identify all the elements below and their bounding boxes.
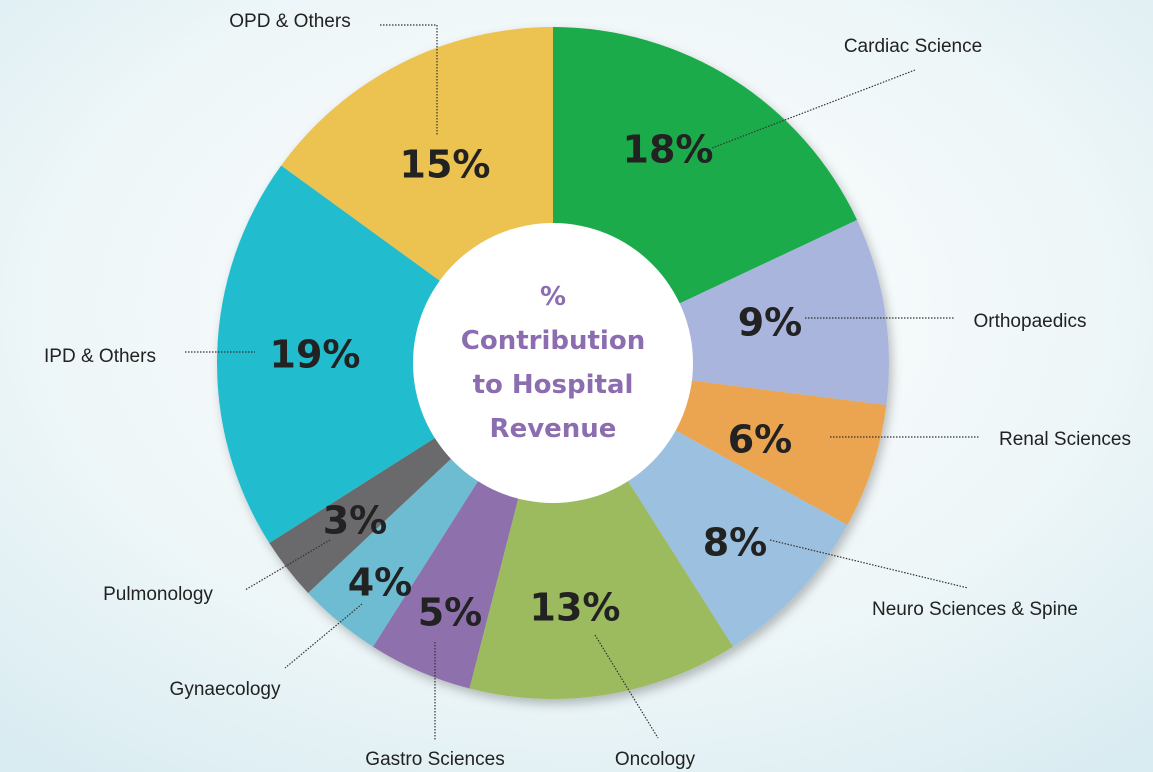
- category-label: OPD & Others: [229, 11, 350, 32]
- leader-line: [244, 539, 331, 591]
- category-label: Neuro Sciences & Spine: [872, 599, 1078, 620]
- leader-line: [769, 539, 969, 589]
- value-label: 3%: [323, 499, 388, 543]
- slice: [673, 380, 887, 525]
- leader-line: [594, 634, 659, 739]
- category-label: Cardiac Science: [844, 36, 982, 57]
- value-label: 15%: [400, 143, 491, 187]
- center-title: % Contribution to Hospital Revenue: [461, 282, 645, 444]
- category-label: Pulmonology: [103, 584, 213, 605]
- donut: [217, 27, 889, 699]
- slice: [677, 219, 889, 406]
- value-label: 9%: [738, 301, 803, 345]
- value-label: 4%: [348, 561, 413, 605]
- slice: [308, 457, 480, 647]
- slice: [372, 479, 519, 689]
- category-label: Gastro Sciences: [365, 749, 504, 770]
- value-label: 19%: [270, 333, 361, 377]
- slice: [626, 429, 848, 647]
- value-label: 8%: [703, 521, 768, 565]
- slice: [269, 436, 453, 594]
- leader-line: [380, 24, 438, 135]
- category-label: IPD & Others: [44, 346, 156, 367]
- leader-line: [711, 69, 916, 149]
- category-label: Orthopaedics: [973, 311, 1086, 332]
- category-label: Gynaecology: [170, 679, 281, 700]
- category-label: Renal Sciences: [999, 429, 1131, 450]
- value-label: 5%: [418, 591, 483, 635]
- category-label: Oncology: [615, 749, 696, 770]
- value-label: 13%: [530, 586, 621, 630]
- slice: [217, 165, 442, 544]
- donut-hole: [413, 223, 693, 503]
- value-label: 6%: [728, 418, 793, 462]
- value-label: 18%: [623, 128, 714, 172]
- slice: [281, 27, 553, 282]
- slice: [469, 479, 734, 699]
- slice: [553, 27, 858, 305]
